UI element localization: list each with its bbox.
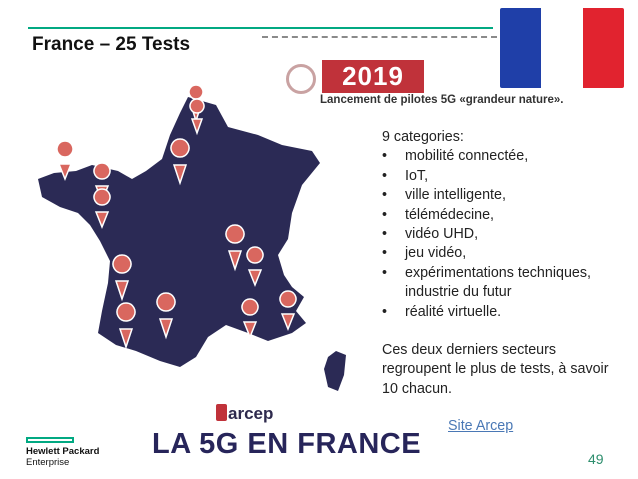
hpe-logo-icon <box>26 437 74 443</box>
flag-stripe-blue <box>500 8 542 88</box>
map-pin-icon <box>116 302 136 350</box>
categories-heading: 9 categories: <box>382 129 464 145</box>
flag-stripe-red <box>582 8 624 88</box>
map-pin-icon <box>241 298 259 340</box>
france-map-image <box>38 84 346 391</box>
list-item: expérimentations techniques, industrie d… <box>382 264 622 303</box>
year-badge: 2019 <box>322 60 424 93</box>
hpe-brand-line2: Enterprise <box>26 457 70 468</box>
corsica-shape <box>324 351 346 391</box>
list-item: IoT, <box>382 167 622 187</box>
map-pin-icon <box>112 254 132 302</box>
arcep-seal-icon <box>286 64 316 94</box>
map-pin-icon <box>225 224 245 272</box>
arcep-logo-label: arcep <box>228 404 274 423</box>
map-pin-icon <box>156 292 176 340</box>
france-flag-image <box>500 8 624 88</box>
arcep-logo-icon <box>216 404 227 421</box>
hpe-brand-line1: Hewlett Packard <box>26 446 100 457</box>
list-item: vidéo UHD, <box>382 225 622 245</box>
test-pins <box>56 84 297 350</box>
dashed-divider <box>262 36 497 38</box>
flag-stripe-white <box>541 8 583 88</box>
categories-list: mobilité connectée, IoT, ville intellige… <box>382 147 622 322</box>
summary-paragraph: Ces deux derniers secteurs regroupent le… <box>382 342 609 397</box>
map-pin-icon <box>93 188 111 230</box>
map-pin-icon <box>279 290 297 332</box>
list-item: ville intelligente, <box>382 186 622 206</box>
slide-title: France – 25 Tests <box>32 34 191 55</box>
list-item: mobilité connectée, <box>382 147 622 167</box>
map-pin-icon <box>246 246 264 288</box>
list-item: jeu vidéo, <box>382 244 622 264</box>
page-number: 49 <box>588 451 604 467</box>
list-item: télémédecine, <box>382 206 622 226</box>
title-underline <box>28 27 493 29</box>
map-pin-icon <box>56 140 74 182</box>
map-pin-icon <box>189 98 205 136</box>
hpe-logo-text: Hewlett Packard Enterprise <box>26 446 99 468</box>
site-arcep-link[interactable]: Site Arcep <box>448 418 514 434</box>
categories-panel: 9 categories: mobilité connectée, IoT, v… <box>382 128 622 399</box>
map-pin-icon <box>170 138 190 186</box>
list-item: réalité virtuelle. <box>382 303 622 323</box>
map-footer-title: LA 5G EN FRANCE <box>152 428 422 460</box>
france-mainland-shape <box>38 97 320 367</box>
banner-subtitle: Lancement de pilotes 5G «grandeur nature… <box>320 94 564 106</box>
